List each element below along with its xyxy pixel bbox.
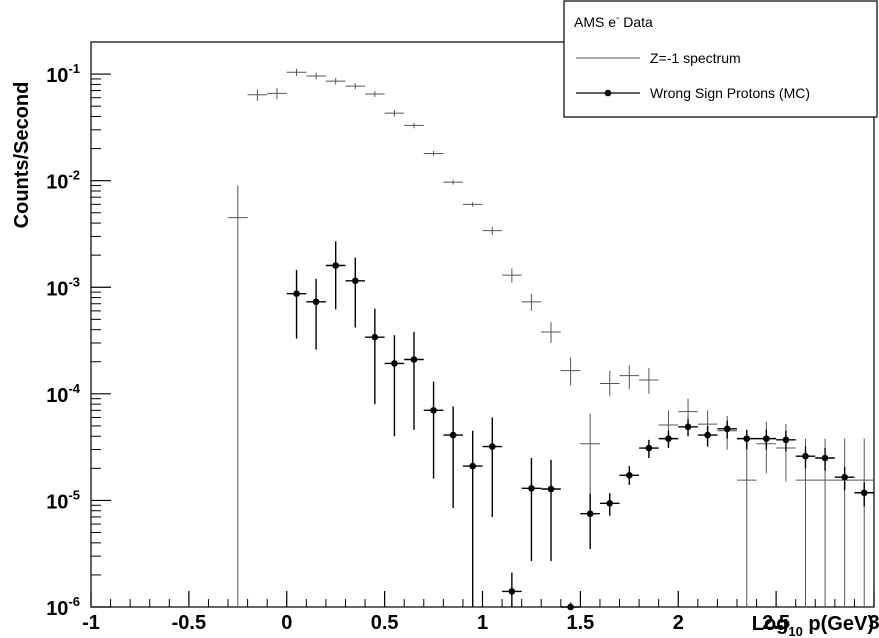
- data-point: [469, 462, 477, 470]
- data-point: [802, 452, 809, 460]
- data-point: [293, 290, 300, 297]
- y-tick-base: 10: [46, 598, 68, 620]
- data-point: [684, 423, 692, 431]
- data-point: [763, 435, 770, 442]
- x-tick-label: 1.5: [566, 612, 594, 634]
- legend-box: [563, 0, 878, 118]
- data-point: [723, 425, 731, 433]
- x-tick-label: 2.5: [762, 612, 790, 634]
- y-tick-label: 10-5: [46, 487, 80, 513]
- x-tick-label: 2: [673, 612, 684, 634]
- data-point: [312, 298, 320, 306]
- data-point: [606, 499, 614, 507]
- y-tick-base: 10: [46, 172, 68, 194]
- data-point: [567, 603, 574, 611]
- plot-area: [228, 68, 874, 611]
- y-tick-base: 10: [46, 278, 68, 300]
- data-point: [841, 473, 848, 481]
- data-point: [391, 360, 398, 367]
- x-axis: -1 -0.5 0 0.5 1 1.5 2 2.5 3: [82, 591, 879, 634]
- x-tick-label: -1: [82, 612, 100, 634]
- data-point: [351, 277, 359, 285]
- y-tick-exponent: -3: [68, 274, 80, 289]
- plot-frame: [90, 41, 875, 608]
- legend-header: AMS e- Data: [574, 13, 653, 30]
- data-point: [528, 484, 535, 492]
- y-tick-exponent: -6: [68, 594, 80, 609]
- y-tick-base: 10: [46, 65, 68, 87]
- y-tick-exponent: -2: [68, 168, 80, 183]
- y-axis: 10-610-510-410-310-210-1: [46, 41, 111, 620]
- data-point: [782, 436, 790, 444]
- y-tick-exponent: -5: [68, 487, 80, 502]
- y-tick-label: 10-2: [46, 168, 80, 194]
- legend-header-sup: -: [616, 13, 619, 24]
- legend-header-main: AMS e: [574, 14, 616, 30]
- legend-header-rest: Data: [619, 14, 653, 30]
- series-z-spectrum: [228, 68, 874, 607]
- x-tick-label: 1: [477, 612, 488, 634]
- legend: AMS e- Data Z=-1 spectrum Wrong Sign Pro…: [563, 0, 878, 118]
- x-axis-title: Log10 p(GeV): [752, 613, 874, 638]
- y-tick-label: 10-1: [46, 61, 80, 87]
- y-tick-exponent: -4: [68, 381, 80, 396]
- data-point: [547, 485, 555, 493]
- x-tick-label: 0: [281, 612, 292, 634]
- y-tick-base: 10: [46, 385, 68, 407]
- x-axis-title-subscript: 10: [788, 624, 802, 638]
- data-point: [860, 489, 868, 497]
- y-tick-exponent: -1: [68, 61, 80, 76]
- series-wrong-sign-protons: [286, 241, 874, 611]
- data-point: [704, 431, 711, 439]
- data-point: [410, 356, 418, 363]
- data-point: [626, 472, 633, 479]
- data-point: [449, 431, 457, 439]
- data-point: [488, 443, 496, 450]
- data-point: [371, 333, 379, 341]
- legend-label-wrong-sign: Wrong Sign Protons (MC): [650, 85, 810, 101]
- data-point: [743, 435, 751, 442]
- y-axis-title: Counts/Second: [11, 82, 33, 229]
- x-tick-label: 0.5: [371, 612, 399, 634]
- y-tick-label: 10-3: [46, 274, 80, 300]
- data-point: [586, 510, 594, 518]
- x-tick-label: -0.5: [172, 612, 206, 634]
- data-point: [665, 435, 672, 442]
- y-tick-label: 10-4: [46, 381, 81, 407]
- data-point: [332, 262, 339, 269]
- x-axis-title-main: Log: [752, 613, 789, 635]
- data-point: [430, 407, 437, 414]
- data-point: [821, 454, 829, 462]
- y-tick-label: 10-6: [46, 594, 80, 620]
- data-point: [508, 588, 516, 595]
- legend-label-z-spectrum: Z=-1 spectrum: [650, 50, 741, 66]
- data-point: [645, 444, 653, 452]
- y-tick-base: 10: [46, 491, 68, 513]
- x-axis-title-rest: p(GeV): [803, 613, 874, 635]
- x-tick-label: 3: [868, 612, 879, 634]
- legend-marker-wrong-sign: [604, 89, 612, 97]
